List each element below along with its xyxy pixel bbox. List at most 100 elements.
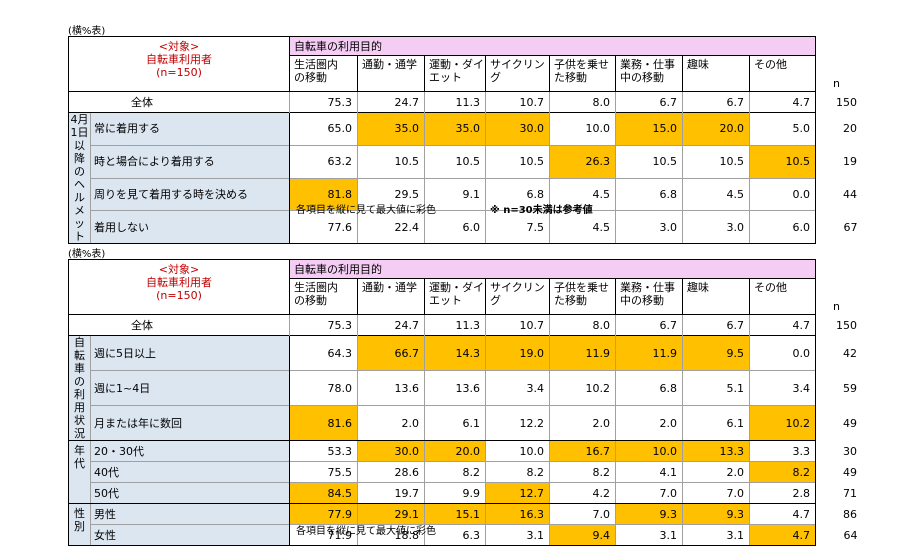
row-label: 週に5日以上 [90,335,290,371]
table-cell: 0.0 [749,177,816,211]
table-row: 週に1~4日 78.0 13.6 13.6 3.4 10.2 6.8 5.1 3.4 59 [69,370,858,406]
table-cell: 6.0 [424,210,486,244]
row-label: 月または年に数回 [90,405,290,441]
table-cell: 3.4 [749,370,816,406]
row-label: 女性 [90,524,290,546]
table-cell: 2.8 [749,482,816,504]
n-value: 20※ [843,122,857,136]
n-value: 42 [843,346,857,360]
row-label: 週に1~4日 [90,370,290,406]
column-header: サイクリング [485,55,550,92]
table-row: 年代 20・30代 53.3 30.0 20.0 10.0 16.7 10.0 13.3 3.3 3… [68,440,858,504]
table-cell: 5.1 [682,370,750,406]
table-cell: 9.3 [615,503,683,525]
table-cell: 13.6 [357,370,425,406]
table-cell: 10.7 [485,91,550,113]
table-cell: 7.5 [485,210,550,244]
table-cell: 63.2 [289,144,358,178]
footnote: 各項目を縦に見て最大値に彩色 [296,526,436,537]
table-cell: 4.1 [615,461,683,483]
target-label-line: <対象> [158,40,200,53]
column-header: 子供を乗せ た移動 [549,55,616,92]
row-label: 20・30代 [90,440,290,462]
table-cell: 9.4 [549,524,616,546]
n-value: 30 [843,444,857,458]
table-cell: 35.0 [357,112,425,146]
n-value: 64 [843,528,858,542]
table-cell: 2.0 [549,405,616,441]
n-value: 44 [843,187,857,201]
table-cell: 11.9 [615,335,683,371]
table-cell: 7.0 [549,503,616,525]
target-label-line: <対象> [158,263,200,276]
table-cell: 10.5 [357,144,425,178]
table-cell: 6.7 [682,314,750,336]
n-value: 49 [843,416,857,430]
table-cell: 22.4 [357,210,425,244]
table-cell: 7.0 [615,482,683,504]
table-cell: 81.8 [289,177,358,211]
n-header: n [833,299,840,313]
column-header: 生活圏内 の移動 [289,278,358,315]
table-caption: (横%表) [68,249,106,260]
column-header: 通勤・通学 [357,55,425,92]
table-cell: 3.4 [485,370,550,406]
n-value: 19※ [843,155,857,169]
row-label: 男性 [90,503,290,525]
table-cell: 16.3 [485,503,550,525]
table-cell: 5.0 [749,112,816,146]
purpose-title: 自転車の利用目的 [289,36,816,56]
table-cell: 6.1 [682,405,750,441]
table-row: 性別 男性 77.9 29.1 15.1 16.3 7.0 9.3 9.3 4.7 86 [68,503,858,546]
table-cell: 2.0 [357,405,425,441]
table-cell: 3.1 [682,524,750,546]
n-header: n [833,76,840,90]
table-cell: 53.3 [289,440,358,462]
n-value: 86 [843,507,857,521]
table-cell: 78.0 [289,370,358,406]
table-cell: 20.0 [682,112,750,146]
target-label: <対象> 自転車利用者 (n=150) [68,36,290,92]
crosstab-helmet: <対象> 自転車利用者 (n=150) 自転車の利用目的 生活圏内 の移動 通勤・通学 運動・… [68,36,858,244]
group-label: 年代 [68,440,91,504]
table-cell: 9.9 [424,482,486,504]
table-cell: 28.6 [357,461,425,483]
table-cell: 6.8 [485,177,550,211]
table-cell: 30.0 [357,440,425,462]
table-cell: 10.0 [485,440,550,462]
table-cell: 6.7 [615,314,683,336]
column-header: その他 [749,55,816,92]
table-cell: 29.5 [357,177,425,211]
table-cell: 77.9 [289,503,358,525]
table-cell: 75.3 [289,91,358,113]
table-cell: 10.7 [485,314,550,336]
table-cell: 13.6 [424,370,486,406]
column-header: 生活圏内 の移動 [289,55,358,92]
column-header: 業務・仕事 中の移動 [615,55,683,92]
table-cell: 10.5 [749,144,816,178]
table-cell: 9.5 [682,335,750,371]
table-cell: 65.0 [289,112,358,146]
table-cell: 8.0 [549,314,616,336]
table-cell: 6.1 [424,405,486,441]
table-cell: 9.1 [424,177,486,211]
total-row: 全体 75.3 24.7 11.3 10.7 8.0 6.7 6.7 4.7 150 [68,314,858,336]
purpose-title: 自転車の利用目的 [289,259,816,279]
table-cell: 3.1 [485,524,550,546]
group-label: 自転車の 利用状況 [68,335,91,441]
table-cell: 10.5 [682,144,750,178]
table-cell: 11.3 [424,91,486,113]
table-cell: 14.3 [424,335,486,371]
table-cell: 3.1 [615,524,683,546]
target-label-line: 自転車利用者 [146,53,212,66]
column-header: 子供を乗せ た移動 [549,278,616,315]
table-cell: 29.1 [357,503,425,525]
group-label: 性別 [68,503,91,546]
table-cell: 24.7 [357,91,425,113]
total-row: 全体 75.3 24.7 11.3 10.7 8.0 6.7 6.7 4.7 150 [68,91,858,113]
footnote-reference: ※ n=30未満は参考値 [490,205,593,216]
table-cell: 6.7 [682,91,750,113]
target-label-line: (n=150) [156,289,202,302]
table-cell: 81.6 [289,405,358,441]
